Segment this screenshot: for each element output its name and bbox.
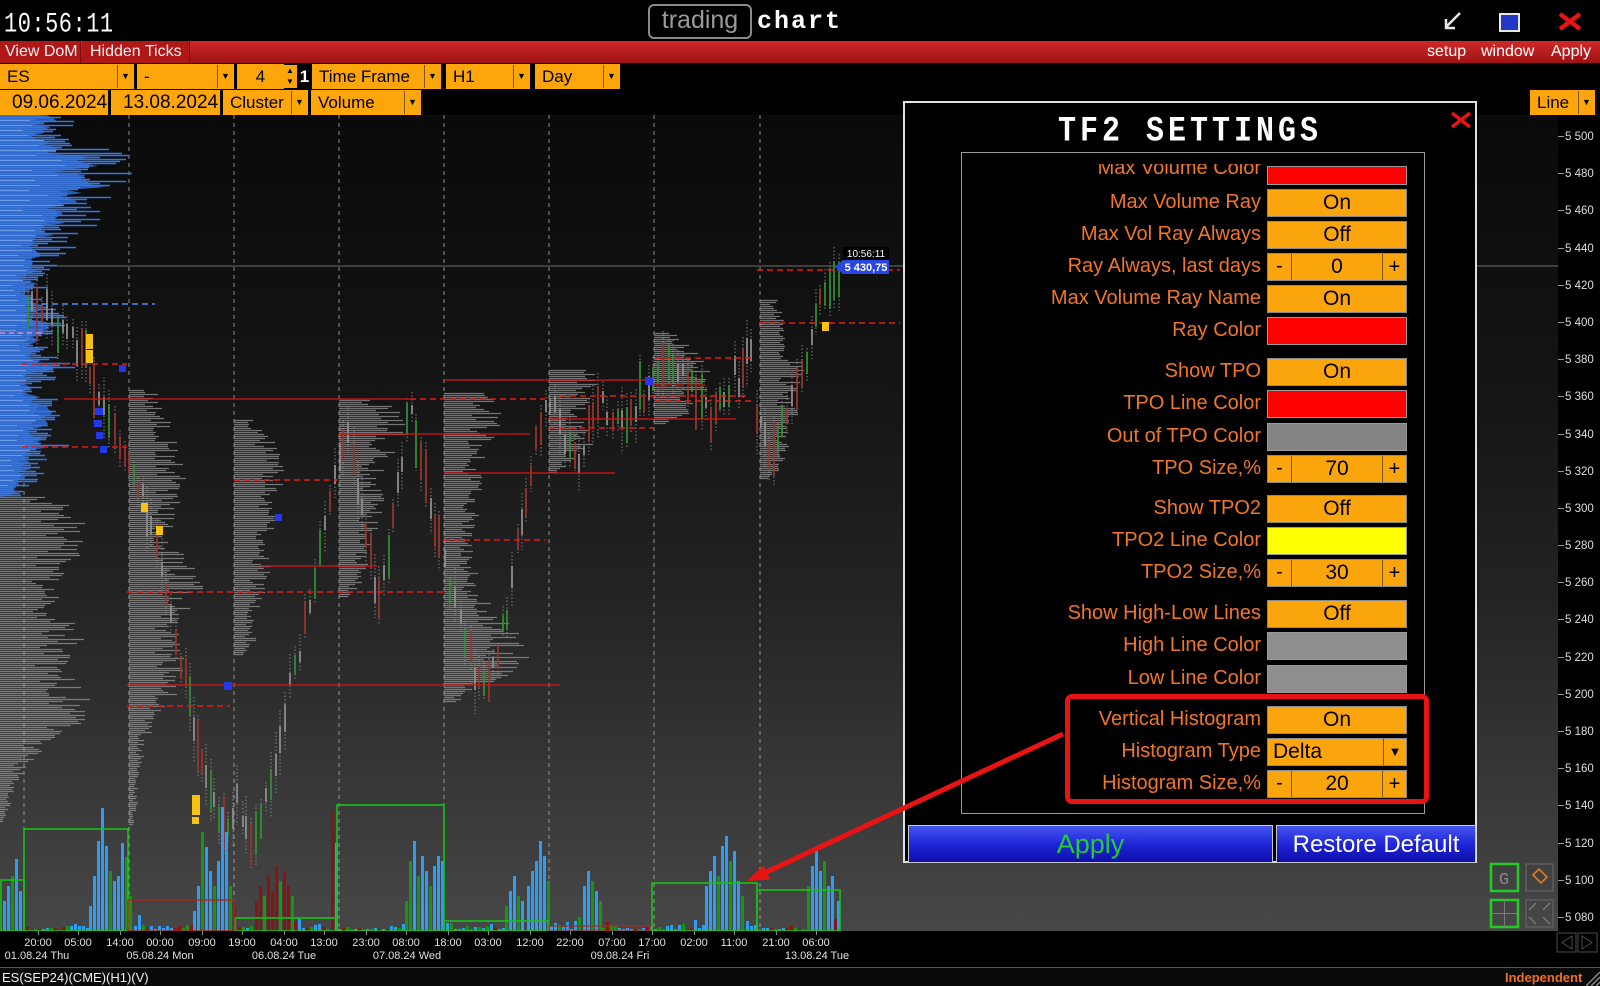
svg-text:10:56:11: 10:56:11 — [847, 249, 886, 260]
svg-text:G: G — [1499, 871, 1509, 890]
svg-text:5 430,75: 5 430,75 — [845, 262, 888, 274]
